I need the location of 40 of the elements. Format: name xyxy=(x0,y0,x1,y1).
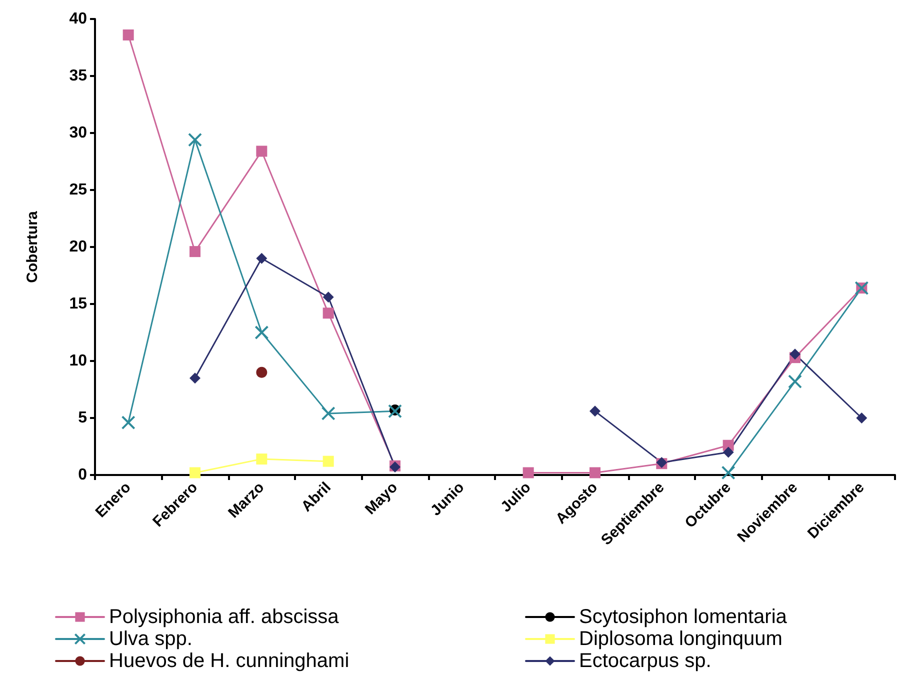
point xyxy=(190,467,200,478)
legend-label: Huevos de H. cunninghami xyxy=(109,650,350,672)
y-tick-label: 0 xyxy=(78,466,88,484)
y-tick-label: 35 xyxy=(69,68,88,84)
point xyxy=(590,406,600,417)
point xyxy=(721,466,736,480)
point xyxy=(322,456,334,467)
y-tick-label: 15 xyxy=(69,296,88,312)
y-tick-label: 40 xyxy=(69,10,88,28)
point xyxy=(256,146,268,157)
point xyxy=(788,374,802,389)
point xyxy=(522,467,534,478)
y-tick-label: 30 xyxy=(69,124,88,142)
y-tick-label: 25 xyxy=(69,182,88,198)
point xyxy=(388,404,402,418)
legend-label: Polysiphonia aff. abscissa xyxy=(109,606,340,628)
point xyxy=(256,454,268,465)
legend-label: Ectocarpus sp. xyxy=(579,650,712,672)
legend-label: Diplosoma longinquum xyxy=(579,628,782,650)
y-tick-label: 10 xyxy=(69,352,88,370)
point xyxy=(321,406,336,420)
point xyxy=(590,467,600,478)
point xyxy=(122,29,134,40)
point xyxy=(188,132,202,147)
legend-label: Scytosiphon lomentaria xyxy=(579,606,788,628)
point xyxy=(790,348,800,360)
legend-label: Ulva spp. xyxy=(109,628,192,650)
point xyxy=(322,292,334,303)
point xyxy=(856,412,868,424)
point xyxy=(722,446,734,458)
y-tick-label: 20 xyxy=(69,238,88,256)
point xyxy=(254,326,269,340)
point xyxy=(121,416,136,430)
point xyxy=(256,366,268,378)
y-axis-title: Cobertura xyxy=(24,210,41,283)
y-tick-label: 5 xyxy=(78,410,88,426)
point xyxy=(190,246,200,258)
point xyxy=(322,308,334,319)
point xyxy=(190,372,200,384)
point xyxy=(256,252,268,264)
